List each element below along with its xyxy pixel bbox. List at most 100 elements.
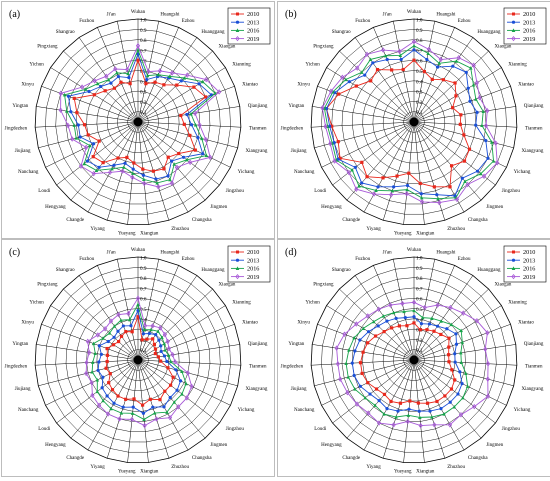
category-label: Ezhou xyxy=(458,19,471,24)
data-point xyxy=(411,299,417,306)
data-point xyxy=(391,422,396,428)
data-point xyxy=(354,84,358,88)
category-label: Xiangyang xyxy=(521,149,543,154)
data-point xyxy=(200,79,205,84)
data-point xyxy=(156,355,160,359)
grid-ring xyxy=(403,349,425,371)
data-point xyxy=(404,190,409,197)
data-point xyxy=(105,394,109,398)
radar-chart-d: (d)0.10.20.30.40.50.60.70.80.91.0WuhanHu… xyxy=(281,245,547,474)
axis-spoke xyxy=(36,106,139,123)
axis-spoke xyxy=(314,121,415,149)
data-point xyxy=(408,399,412,403)
data-point xyxy=(128,82,132,86)
data-point xyxy=(363,73,367,77)
data-point xyxy=(412,58,416,62)
data-point xyxy=(200,136,204,141)
radial-tick-label: 0.8 xyxy=(416,276,423,282)
data-point xyxy=(95,332,100,338)
data-point xyxy=(490,140,494,144)
data-point xyxy=(441,78,446,82)
category-label: Yiyang xyxy=(90,227,105,232)
data-point xyxy=(449,322,454,327)
category-label: Zhuzhou xyxy=(171,465,189,470)
data-point xyxy=(447,360,451,364)
category-label: Xiangyang xyxy=(245,149,267,154)
axis-spoke xyxy=(137,259,159,361)
grid-ring xyxy=(352,297,476,422)
data-point xyxy=(474,318,480,324)
data-point xyxy=(107,331,112,335)
category-label: Ezhou xyxy=(182,19,195,24)
data-point xyxy=(382,392,387,396)
data-point xyxy=(192,85,196,89)
legend-label: 2016 xyxy=(523,266,535,273)
data-point xyxy=(129,324,133,328)
data-point xyxy=(78,135,82,139)
data-point xyxy=(101,336,105,340)
radial-tick-label: 0.2 xyxy=(416,338,423,344)
data-point xyxy=(462,159,467,163)
data-point xyxy=(430,415,434,419)
data-point xyxy=(382,412,386,416)
data-point xyxy=(330,124,334,128)
radial-tick-label: 0.1 xyxy=(416,348,423,354)
data-point xyxy=(471,83,476,87)
legend-marker xyxy=(511,28,516,32)
data-point xyxy=(145,73,150,78)
data-point xyxy=(361,326,366,330)
data-point xyxy=(481,173,487,179)
data-point xyxy=(419,192,423,196)
category-label: Hengyang xyxy=(45,443,66,448)
data-point xyxy=(443,394,447,398)
grid-ring xyxy=(341,287,487,432)
legend-label: 2013 xyxy=(523,19,535,26)
data-point xyxy=(426,51,430,55)
data-point xyxy=(132,397,136,401)
data-point xyxy=(113,66,118,72)
data-point xyxy=(328,88,334,94)
grid-ring xyxy=(321,267,507,453)
legend-label: 2019 xyxy=(523,274,535,281)
series-2010 xyxy=(324,58,472,189)
legend-label: 2016 xyxy=(247,266,259,273)
category-label: Yichun xyxy=(305,62,320,67)
category-label: Jingmen xyxy=(486,205,503,210)
axis-spoke xyxy=(137,359,170,459)
data-point xyxy=(376,420,382,426)
axis-spoke xyxy=(339,288,415,361)
data-point xyxy=(135,43,141,49)
category-label: Fuzhou xyxy=(79,257,95,262)
data-point xyxy=(79,84,85,90)
data-point xyxy=(184,395,189,401)
series-line xyxy=(323,45,494,200)
data-point xyxy=(495,160,500,166)
data-point xyxy=(126,310,131,317)
data-point xyxy=(109,406,113,411)
axis-spoke xyxy=(413,106,516,123)
category-label: Changsha xyxy=(192,218,213,223)
data-point xyxy=(347,80,351,84)
data-point xyxy=(353,165,357,169)
axis-spoke xyxy=(413,121,517,128)
data-point xyxy=(428,409,432,413)
data-point xyxy=(175,388,179,392)
data-point xyxy=(474,123,478,127)
data-point xyxy=(96,402,102,409)
axis-spoke xyxy=(127,359,139,463)
grid-ring xyxy=(362,70,466,174)
radial-tick-label: 0.8 xyxy=(416,38,423,44)
category-label: Yichang xyxy=(514,170,531,175)
series-2016 xyxy=(344,308,470,419)
radial-tick-label: 0.7 xyxy=(416,48,423,54)
data-point xyxy=(358,338,362,342)
data-point xyxy=(87,89,91,94)
data-point xyxy=(454,94,458,98)
data-point xyxy=(150,323,155,329)
category-label: Huangshi xyxy=(160,12,180,17)
radial-tick-label: 0.9 xyxy=(140,28,147,34)
data-point xyxy=(148,397,152,401)
data-point xyxy=(116,74,121,79)
category-label: Changsha xyxy=(468,218,489,223)
data-point xyxy=(84,370,89,377)
